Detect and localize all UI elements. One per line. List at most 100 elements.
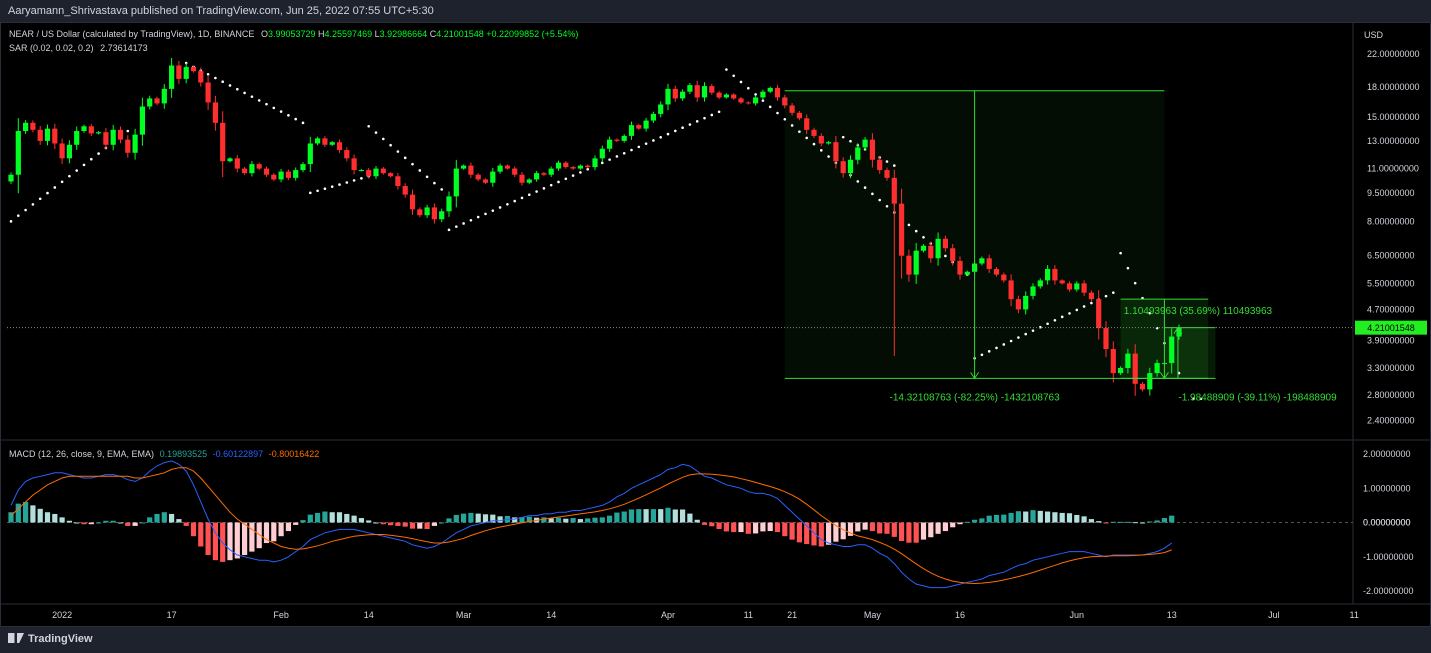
candle-body (300, 164, 306, 171)
sar-dot (206, 72, 210, 76)
candle-body (1176, 327, 1182, 337)
macd-hist-bar (8, 512, 14, 523)
candle-body (862, 139, 868, 148)
candle-body (935, 238, 941, 259)
time-tick-label: Feb (273, 610, 289, 620)
sar-dot (345, 181, 349, 184)
sar-dot (725, 68, 728, 71)
chart-frame[interactable]: -14.32108763 (-82.25%) -1432108763 -1.984… (0, 22, 1431, 627)
price-tick-label: 18.00000000 (1367, 82, 1420, 92)
macd-hist-bar (336, 512, 343, 523)
sar-dot (893, 164, 896, 167)
candle-body (964, 271, 970, 275)
candle-body (1132, 353, 1138, 384)
candle-body (417, 209, 423, 216)
macd-hist-bar (190, 522, 197, 537)
macd-hist-bar (1088, 519, 1094, 523)
candle-body (1045, 268, 1051, 281)
macd-hist-bar (993, 514, 1000, 523)
sar-dot (1112, 291, 1115, 294)
measure-lines: -14.32108763 (-82.25%) -1432108763 -1.984… (784, 90, 1337, 403)
sar-dot (265, 102, 268, 106)
candle-body (1030, 286, 1036, 296)
macd-hist-bar (475, 513, 481, 523)
macd-hist-bar (1110, 521, 1116, 523)
candle-body (154, 98, 160, 104)
candle-body (1066, 283, 1073, 290)
candle-body (1125, 353, 1131, 368)
candle-body (1001, 274, 1007, 281)
last-price-label: 4.21001548 (1367, 323, 1415, 333)
macd-hist-bar (840, 522, 846, 540)
time-tick-label: 14 (546, 610, 556, 620)
sar-dot (1068, 312, 1071, 315)
macd-hist-bar (81, 522, 87, 525)
macd-hist-bar (899, 522, 905, 541)
sar-legend: SAR (0.02, 0.02, 0.2) 2.73614173 (9, 43, 148, 53)
candle-body (453, 168, 459, 197)
candle-body (482, 179, 489, 183)
sar-dot (1104, 294, 1108, 298)
macd-tick-label: -1.00000000 (1363, 552, 1414, 562)
macd-hist-bar (950, 522, 956, 528)
macd-tick-label: 0.00000000 (1363, 518, 1411, 528)
macd-hist-bar (344, 513, 350, 523)
candle-body (103, 132, 109, 145)
candle-body (183, 67, 189, 79)
price-tick-label: 15.00000000 (1367, 112, 1420, 122)
candle-body (855, 147, 861, 160)
candle-body (1103, 328, 1109, 350)
candle-body (1074, 283, 1080, 290)
time-tick-label: 2022 (52, 610, 72, 620)
candle-body (96, 132, 102, 134)
ohlc-open: 3.99053729 (267, 29, 316, 39)
sar-dot (571, 174, 575, 177)
price-tick-label: 2.80000000 (1367, 390, 1415, 400)
sar-dot (1199, 397, 1203, 401)
candle-body (1169, 336, 1175, 364)
sar-dot (374, 131, 378, 134)
sar-dot (1133, 281, 1137, 285)
candle-body (322, 138, 328, 145)
sar-dot (820, 149, 823, 152)
candle-body (767, 87, 773, 92)
macd-hist-bar (592, 517, 598, 523)
macd-hist-bar (417, 522, 423, 529)
sar-dot (214, 76, 217, 80)
candle-body (658, 104, 664, 114)
macd-hist-bar (44, 512, 51, 523)
candle-body (986, 258, 992, 269)
sar-dot (622, 151, 626, 155)
sar-dot (1075, 308, 1079, 312)
macd-hist-bar (1096, 521, 1102, 523)
macd-hist-bar (125, 522, 131, 526)
candle-body (329, 142, 335, 145)
candle-body (847, 159, 854, 174)
sar-dot (126, 129, 130, 133)
sar-dot (944, 254, 947, 258)
macd-hist-bar (855, 522, 861, 532)
sar-dot (995, 346, 998, 350)
price-tick-label: 22.00000000 (1367, 49, 1420, 59)
macd-hist-bar (548, 518, 554, 523)
candle-body (23, 122, 29, 132)
macd-hist-bar (570, 518, 576, 523)
sar-dot (60, 180, 64, 184)
macd-hist-bar (439, 522, 445, 524)
candle-body (804, 118, 810, 130)
macd-hist-bar (52, 513, 58, 523)
candle-body (636, 125, 642, 129)
candle-body (132, 134, 138, 153)
macd-tick-label: 2.00000000 (1363, 449, 1411, 459)
candle-body (950, 248, 956, 261)
macd-hist-bar (351, 515, 357, 523)
tradingview-logo[interactable]: TradingView (8, 633, 93, 645)
macd-hist-bar (358, 518, 364, 523)
candle-body (534, 173, 540, 180)
symbol-name: NEAR / US Dollar (calculated by TradingV… (9, 29, 255, 39)
candle-body (906, 255, 912, 275)
macd-hist-bar (242, 522, 248, 556)
macd-hist-bar (1001, 514, 1007, 523)
price-tick-label: 2.40000000 (1367, 416, 1415, 426)
chart-canvas[interactable]: -14.32108763 (-82.25%) -1432108763 -1.984… (1, 23, 1430, 626)
